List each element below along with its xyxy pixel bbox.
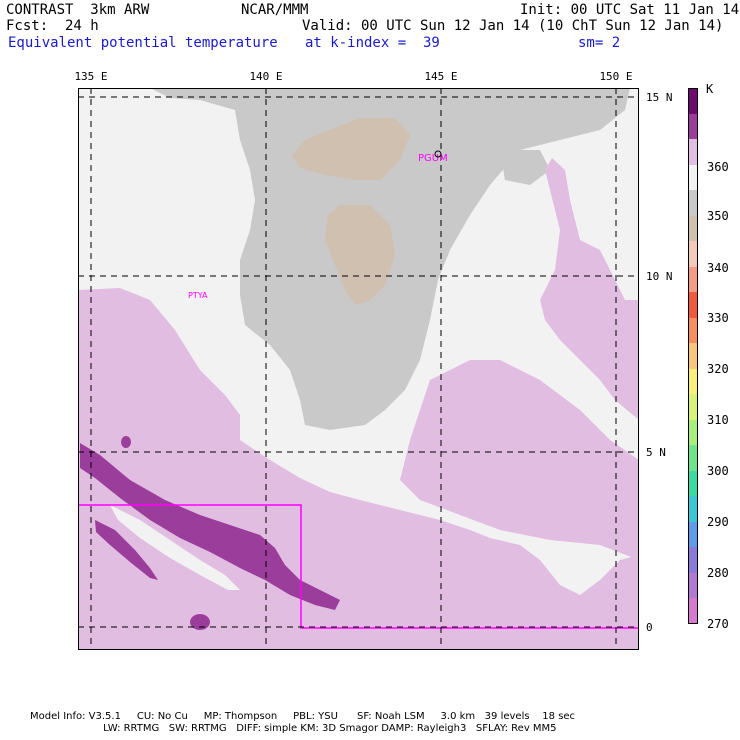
lat-label-0: 0 [646,621,653,634]
colorbar-label: 310 [707,413,729,427]
dark-purple-spot [121,436,131,448]
map-border [78,88,639,650]
field-name: Equivalent potential temperature [8,35,278,51]
colorbar-swatch [688,88,698,114]
lon-label-150: 150 E [599,70,633,83]
colorbar-label: 340 [707,261,729,275]
init-time: Init: 00 UTC Sat 11 Jan 14 [520,2,740,18]
model-info-line2: LW: RRTMG SW: RRTMG DIFF: simple KM: 3D … [30,723,557,734]
purple-region-west [78,288,639,650]
purple-region-middle [400,360,639,560]
colorbar-unit: K [706,82,714,96]
colorbar-swatch [688,445,698,471]
lat-label-10n: 10 N [646,270,673,283]
colorbar-swatch [688,394,698,420]
colorbar-swatch [688,241,698,267]
colorbar [688,88,698,624]
graticule [78,88,639,650]
colorbar-swatch [688,521,698,547]
colorbar-swatch [688,113,698,139]
valid-time: Valid: 00 UTC Sun 12 Jan 14 (10 ChT Sun … [302,18,724,34]
colorbar-swatch [688,598,698,624]
colorbar-swatch [688,266,698,292]
lat-label-5n: 5 N [646,446,666,459]
colorbar-label: 350 [707,209,729,223]
island-marker [434,150,442,158]
map-panel: PGUM PTYA [78,88,639,650]
colorbar-swatch [688,190,698,216]
colorbar-swatch [688,470,698,496]
colorbar-swatch [688,164,698,190]
map-canvas: PGUM PTYA [78,88,639,650]
colorbar-label: 320 [707,362,729,376]
colorbar-label: 300 [707,464,729,478]
forecast-hour: Fcst: 24 h [6,18,99,34]
colorbar-label: 280 [707,566,729,580]
model-info-line1: Model Info: V3.5.1 CU: No Cu MP: Thompso… [30,711,576,722]
organization-label: NCAR/MMM [241,2,309,18]
colorbar-label: 290 [707,515,729,529]
tan-region-central [325,205,395,305]
smoothing-label: sm= 2 [578,35,621,51]
colorbar-label: 270 [707,617,729,631]
colorbar-swatch [688,215,698,241]
colorbar-label: 330 [707,311,729,325]
colorbar-swatch [688,496,698,522]
lon-label-135: 135 E [74,70,108,83]
lat-label-15n: 15 N [646,91,673,104]
colorbar-swatch [688,368,698,394]
lon-label-145: 145 E [424,70,458,83]
program-title: CONTRAST 3km ARW [6,2,150,18]
tan-region-north [292,118,410,180]
lon-label-140: 140 E [249,70,283,83]
level-label: at k-index = 39 [305,35,440,51]
colorbar-swatch [688,317,698,343]
colorbar-swatch [688,139,698,165]
dark-purple-spot-south [190,614,210,630]
domain-outline [78,504,639,629]
white-streak [110,505,240,590]
dark-purple-band-lower [95,520,158,580]
station-pgum: PGUM [418,153,448,164]
grey-region-right [500,150,550,185]
colorbar-swatch [688,572,698,598]
colorbar-swatch [688,547,698,573]
purple-region-east [540,158,639,420]
dark-purple-band [80,443,340,610]
colorbar-swatch [688,343,698,369]
station-ptya: PTYA [188,291,208,300]
colorbar-swatch [688,292,698,318]
colorbar-label: 360 [707,160,729,174]
colorbar-swatch [688,419,698,445]
